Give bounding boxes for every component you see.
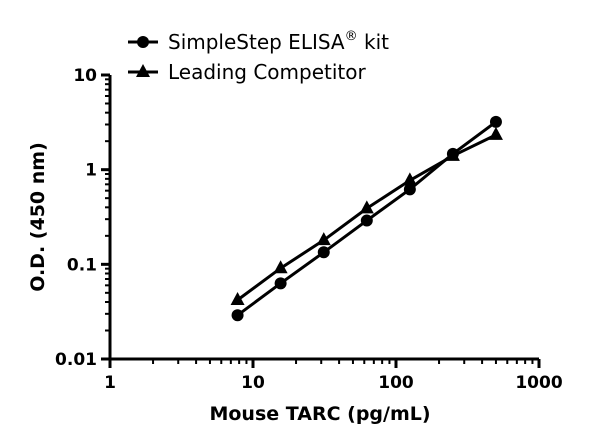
data-point-circle [231, 309, 244, 322]
legend-label-simplestep: SimpleStep ELISA® kit [168, 29, 389, 54]
legend-label-competitor: Leading Competitor [168, 60, 366, 84]
y-tick-label: 0.1 [67, 255, 97, 275]
data-point-triangle [230, 291, 245, 305]
data-point-triangle [402, 172, 417, 186]
data-point-circle [360, 214, 373, 227]
series-layer [230, 115, 503, 322]
data-point-circle [489, 115, 502, 128]
data-point-circle [317, 246, 330, 259]
data-point-triangle [445, 147, 460, 161]
legend-marker-triangle [136, 64, 150, 77]
y-tick-label: 1 [85, 161, 97, 181]
x-tick-label: 1 [104, 373, 116, 393]
axes: 1 10 100 1000 0.01 0.1 1 10 [55, 66, 563, 393]
x-axis-label: Mouse TARC (pg/mL) [209, 403, 430, 425]
data-point-triangle [359, 200, 374, 214]
y-axis-label: O.D. (450 nm) [27, 142, 49, 292]
data-point-circle [274, 277, 287, 290]
x-tick-label: 10 [241, 373, 265, 393]
legend-marker-circle [137, 36, 149, 48]
data-point-triangle [273, 260, 288, 274]
x-tick-label: 1000 [515, 373, 562, 393]
x-tick-label: 100 [378, 373, 414, 393]
data-point-triangle [488, 126, 503, 140]
y-tick-label: 0.01 [55, 350, 97, 370]
legend: SimpleStep ELISA® kit Leading Competitor [128, 29, 389, 84]
data-point-triangle [316, 232, 331, 246]
y-tick-label: 10 [73, 66, 97, 86]
data-point-circle [403, 183, 416, 196]
